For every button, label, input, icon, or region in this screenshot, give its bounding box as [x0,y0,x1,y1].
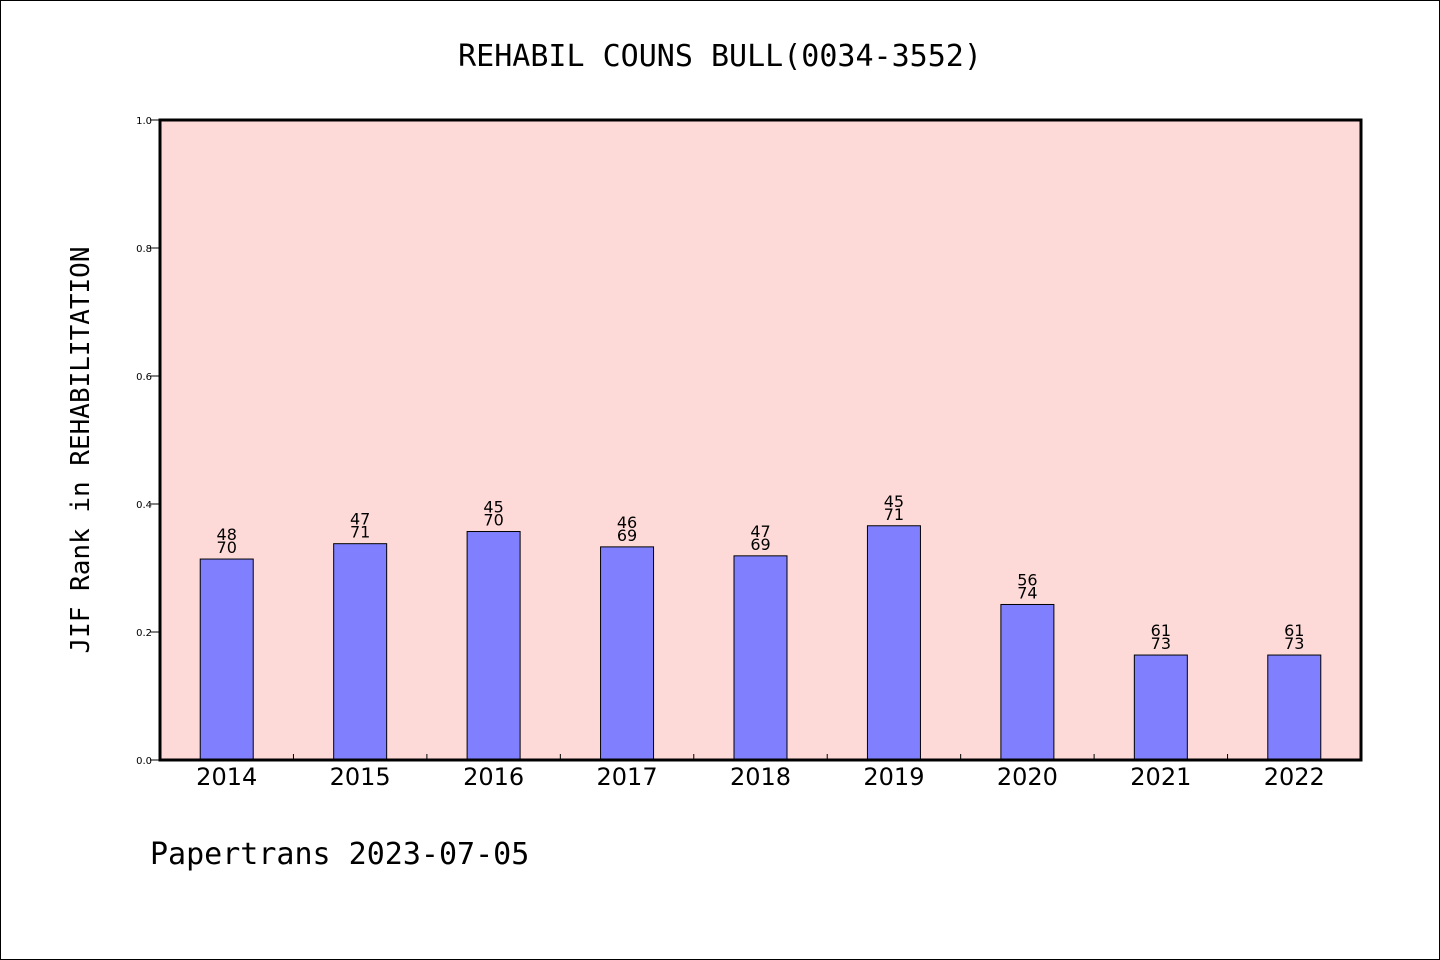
y-tick-label: 0.0 [136,756,152,767]
bar-2016 [466,531,521,761]
footer-credit: Papertrans 2023-07-05 [150,837,529,872]
bar-2014 [199,558,254,761]
bar-total-label: 71 [350,523,370,542]
x-tick-label: 2020 [997,763,1058,791]
x-tick-label: 2014 [196,763,257,791]
bar-rank-label: 45 [483,498,503,517]
bar-total-label: 71 [884,505,904,524]
y-tick-label: 0.8 [136,244,152,255]
bar-total-label: 74 [1017,583,1037,602]
bar-2018 [733,555,788,761]
x-tick-label: 2015 [330,763,391,791]
y-tick-label: 1.0 [136,116,152,127]
bar-2020 [1000,603,1055,761]
bar-total-label: 69 [750,535,770,554]
x-tick-label: 2019 [863,763,924,791]
bar-rank-label: 46 [617,513,637,532]
bar-rank-label: 61 [1284,621,1304,640]
bar-2019 [866,525,921,761]
bar-total-label: 70 [483,511,503,530]
bars-layer [199,525,1322,761]
x-axis-ticks: 2014 2015 2016 2017 2018 2019 2020 2021 2022 [196,754,1325,791]
x-tick-label: 2017 [597,763,658,791]
bar-2022 [1267,654,1322,761]
bar-rank-label: 48 [217,525,237,544]
x-tick-label: 2018 [730,763,791,791]
bar-2015 [333,543,388,761]
bar-total-label: 73 [1151,634,1171,653]
bar-rank-label: 61 [1151,621,1171,640]
y-tick-label: 0.2 [136,628,152,639]
bar-2021 [1133,654,1188,761]
bar-rank-label: 45 [884,492,904,511]
x-tick-label: 2021 [1130,763,1191,791]
plot-border [158,118,1363,762]
x-tick-label: 2016 [463,763,524,791]
bar-total-label: 73 [1284,634,1304,653]
x-tick-label: 2022 [1264,763,1325,791]
y-tick-label: 0.6 [136,372,152,383]
bar-rank-label: 47 [350,510,370,529]
y-tick-label: 0.4 [136,500,152,511]
bar-rank-label: 47 [750,522,770,541]
bar-rank-label: 56 [1017,570,1037,589]
bar-2017 [600,546,655,761]
bar-total-label: 69 [617,526,637,545]
chart-title: REHABIL COUNS BULL(0034-3552) [458,39,982,74]
y-axis-ticks: 0.0 0.2 0.4 0.6 0.8 1.0 [136,116,160,767]
bar-total-label: 70 [217,538,237,557]
y-axis-label: JIF Rank in REHABILITATION [66,247,96,654]
